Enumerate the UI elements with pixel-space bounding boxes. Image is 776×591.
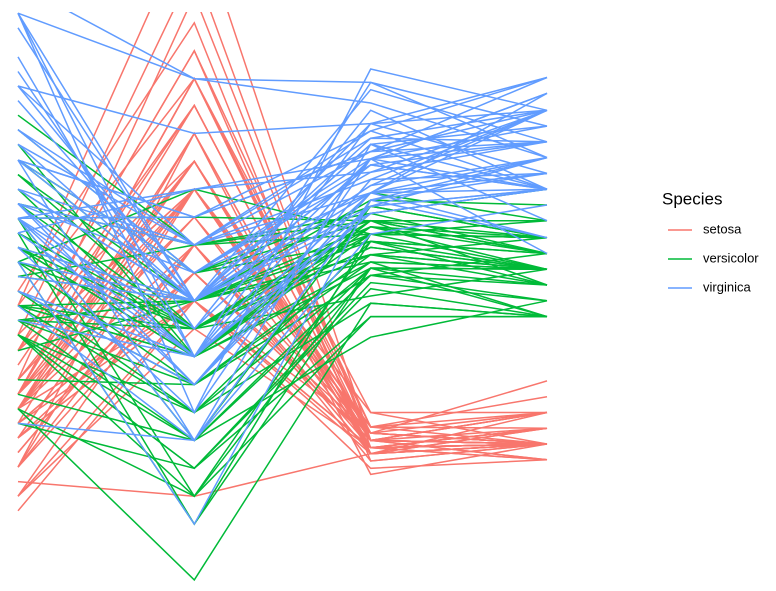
legend-label: versicolor xyxy=(703,250,759,265)
observation-line xyxy=(17,143,548,442)
observation-line xyxy=(17,159,548,434)
observation-line xyxy=(68,12,548,159)
observation-line xyxy=(17,85,548,246)
observation-line xyxy=(17,103,548,445)
legend: Species setosa versicolor virginica xyxy=(662,189,759,294)
observation-line xyxy=(17,215,548,449)
observation-line xyxy=(17,188,548,302)
observation-line xyxy=(17,243,548,497)
legend-label: setosa xyxy=(703,221,742,236)
observation-line xyxy=(17,191,548,358)
observation-line xyxy=(17,76,548,218)
observation-line xyxy=(17,243,548,462)
observation-line xyxy=(17,267,548,442)
observation-line xyxy=(17,217,548,498)
observation-line xyxy=(17,109,548,234)
observation-line xyxy=(17,188,548,302)
observation-line xyxy=(17,76,548,135)
observation-line xyxy=(17,253,548,307)
observation-line xyxy=(17,199,548,526)
observation-line xyxy=(17,156,548,302)
observation-line xyxy=(17,287,548,470)
observation-line xyxy=(17,109,548,246)
observation-line xyxy=(17,427,548,497)
observation-line xyxy=(17,299,548,512)
observation-line xyxy=(17,12,548,127)
plot-panel xyxy=(17,12,548,582)
observation-line xyxy=(17,164,548,274)
observation-line xyxy=(17,188,548,302)
observation-line xyxy=(17,12,548,303)
observation-line xyxy=(17,172,548,442)
observation-line xyxy=(17,172,548,386)
observation-line xyxy=(17,315,547,498)
observation-line xyxy=(17,233,548,352)
observation-line xyxy=(17,261,548,358)
observation-line xyxy=(17,302,548,414)
observation-line xyxy=(17,92,548,274)
observation-line xyxy=(17,27,548,303)
observation-line xyxy=(17,131,548,461)
legend-title: Species xyxy=(662,189,722,208)
observation-line xyxy=(17,109,548,274)
observation-line xyxy=(17,300,548,442)
legend-label: virginica xyxy=(703,279,751,294)
